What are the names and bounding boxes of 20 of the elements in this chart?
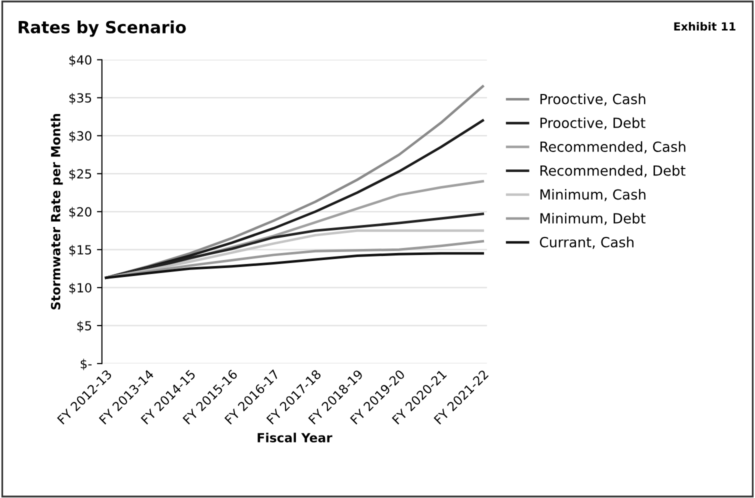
legend-label: Prooctive, Debt: [540, 117, 646, 130]
y-tick-label: $10: [69, 282, 92, 294]
legend-label: Minimum, Debt: [540, 212, 646, 225]
y-tick-label: $25: [69, 168, 92, 180]
x-axis-title: Fiscal Year: [258, 432, 332, 442]
legend-label: Currant, Cash: [540, 236, 634, 249]
legend-label: Prooctive, Cash: [540, 94, 646, 106]
text: Exhibit 11: [674, 22, 736, 31]
chart-title: Rates by Scenario: [18, 20, 186, 37]
y-tick-label: $-: [80, 358, 92, 370]
y-tick-label: $15: [69, 244, 92, 256]
legend-label: Recommended, Debt: [540, 165, 686, 178]
y-tick-label: $30: [69, 130, 92, 142]
legend-label: Recommended, Cash: [540, 141, 686, 154]
y-tick-label: $35: [69, 92, 92, 104]
y-tick-label: $5: [77, 320, 92, 332]
y-tick-label: $20: [69, 206, 92, 218]
y-axis-title: Stormwater Rate per Month: [50, 114, 63, 310]
y-tick-label: $40: [69, 55, 92, 66]
legend-label: Minimum, Cash: [540, 188, 646, 202]
